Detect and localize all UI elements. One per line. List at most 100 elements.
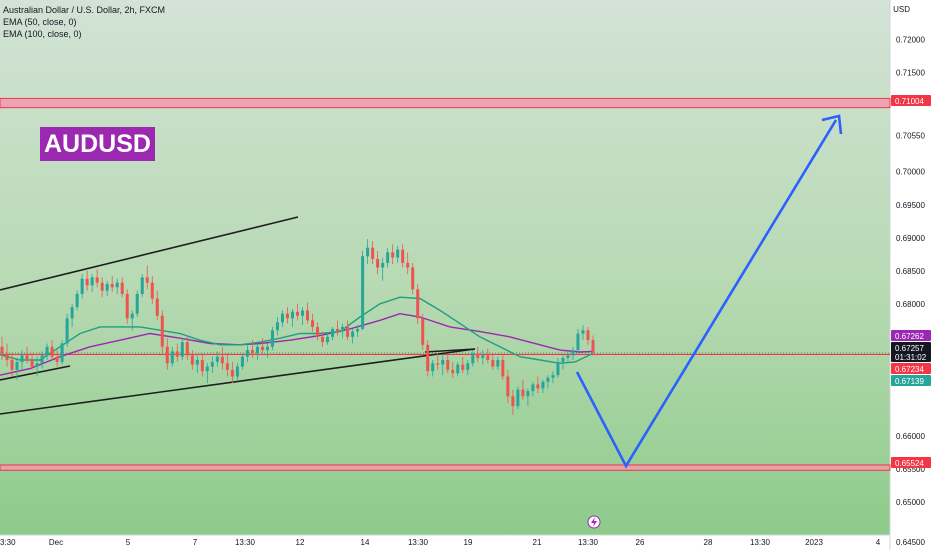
price-label-text: 0.71004	[895, 97, 924, 106]
candle	[20, 350, 24, 370]
candle-body	[10, 359, 14, 370]
x-tick-label: 7	[193, 538, 198, 547]
candle	[130, 310, 134, 331]
candle-body	[376, 258, 380, 268]
candle-body	[185, 342, 189, 356]
candle-body	[411, 267, 415, 290]
candle-body	[35, 363, 39, 367]
candle	[185, 336, 189, 360]
candle-body	[481, 355, 485, 358]
candle-body	[491, 359, 495, 367]
candle-body	[431, 363, 435, 372]
candle-body	[371, 247, 375, 259]
candle	[25, 346, 29, 364]
candle	[411, 262, 415, 294]
candle-body	[541, 381, 545, 389]
candle	[346, 320, 350, 341]
candle-body	[486, 355, 490, 360]
price-label-bg	[891, 351, 931, 362]
lightning-icon-glyph	[591, 517, 597, 527]
candle	[235, 363, 239, 380]
candle	[576, 328, 580, 354]
candle	[80, 274, 84, 299]
candle-body	[190, 355, 194, 365]
candle-body	[556, 361, 560, 376]
candle	[165, 338, 169, 370]
candle-body	[451, 369, 455, 374]
y-tick-label: 0.65500	[896, 465, 925, 474]
candle-body	[60, 343, 64, 362]
candle-body	[436, 363, 440, 365]
candle	[145, 265, 149, 290]
candle-body	[346, 326, 350, 337]
ema100-legend: EMA (100, close, 0)	[3, 29, 82, 39]
price-label-text: 0.67234	[895, 365, 924, 374]
x-tick-label: 2023	[805, 538, 823, 547]
candle-body	[566, 355, 570, 358]
candle-body	[295, 311, 300, 316]
price-label-text: 0.67257	[895, 344, 924, 353]
price-label: 0.67257	[891, 342, 931, 353]
candle	[35, 356, 39, 377]
y-tick-label: 0.70000	[896, 168, 925, 177]
candle-body	[115, 282, 119, 288]
candle	[0, 336, 4, 360]
candle	[526, 388, 530, 407]
candle-body	[275, 322, 279, 331]
candle-body	[265, 346, 269, 351]
candle	[591, 335, 595, 356]
candle-body	[95, 277, 99, 283]
price-label-bg	[891, 457, 931, 468]
candle-body	[15, 361, 19, 370]
candle	[421, 313, 425, 351]
candle	[326, 333, 330, 345]
candle-body	[85, 278, 89, 286]
x-tick-label: 3:30	[0, 538, 16, 547]
candle	[155, 290, 159, 321]
candle	[361, 250, 365, 331]
lightning-icon[interactable]	[587, 515, 601, 529]
candle	[486, 348, 490, 364]
y-tick-label: 0.71500	[896, 69, 925, 78]
candle-body	[200, 359, 204, 372]
candle-body	[356, 328, 360, 332]
small-trendline	[0, 365, 71, 381]
y-tick-label: 0.65000	[896, 498, 925, 507]
candle-body	[120, 282, 124, 294]
candle-body	[70, 307, 74, 319]
lower-trendline-extension	[424, 348, 476, 353]
candle	[190, 350, 194, 370]
price-label: 0.71004	[891, 95, 931, 106]
candle	[386, 247, 390, 268]
candle-body	[386, 252, 390, 263]
candle-body	[100, 282, 104, 291]
y-tick-label: 0.70550	[896, 131, 925, 140]
candle-body	[381, 262, 385, 268]
candle	[481, 350, 485, 365]
resistance-zone	[0, 97, 891, 109]
candle	[371, 241, 375, 265]
channel-lower-trendline	[0, 348, 476, 415]
candle-body	[586, 330, 590, 341]
candle	[120, 277, 124, 298]
candle	[311, 313, 315, 332]
y-tick-label: 0.68500	[896, 267, 925, 276]
candle	[401, 244, 405, 268]
candle	[260, 338, 264, 354]
candle-body	[531, 384, 535, 392]
candle	[195, 355, 199, 374]
candle	[205, 363, 209, 384]
candle	[436, 353, 440, 370]
x-tick-label: 28	[704, 538, 713, 547]
candle	[541, 379, 545, 393]
y-tick-label: 0.69000	[896, 234, 925, 243]
candle	[160, 310, 164, 354]
candle-body	[331, 328, 335, 337]
candle	[60, 340, 64, 365]
candle-body	[521, 389, 525, 397]
candle-body	[446, 359, 450, 370]
x-tick-label: 21	[533, 538, 542, 547]
y-tick-label: 0.64500	[896, 538, 925, 547]
